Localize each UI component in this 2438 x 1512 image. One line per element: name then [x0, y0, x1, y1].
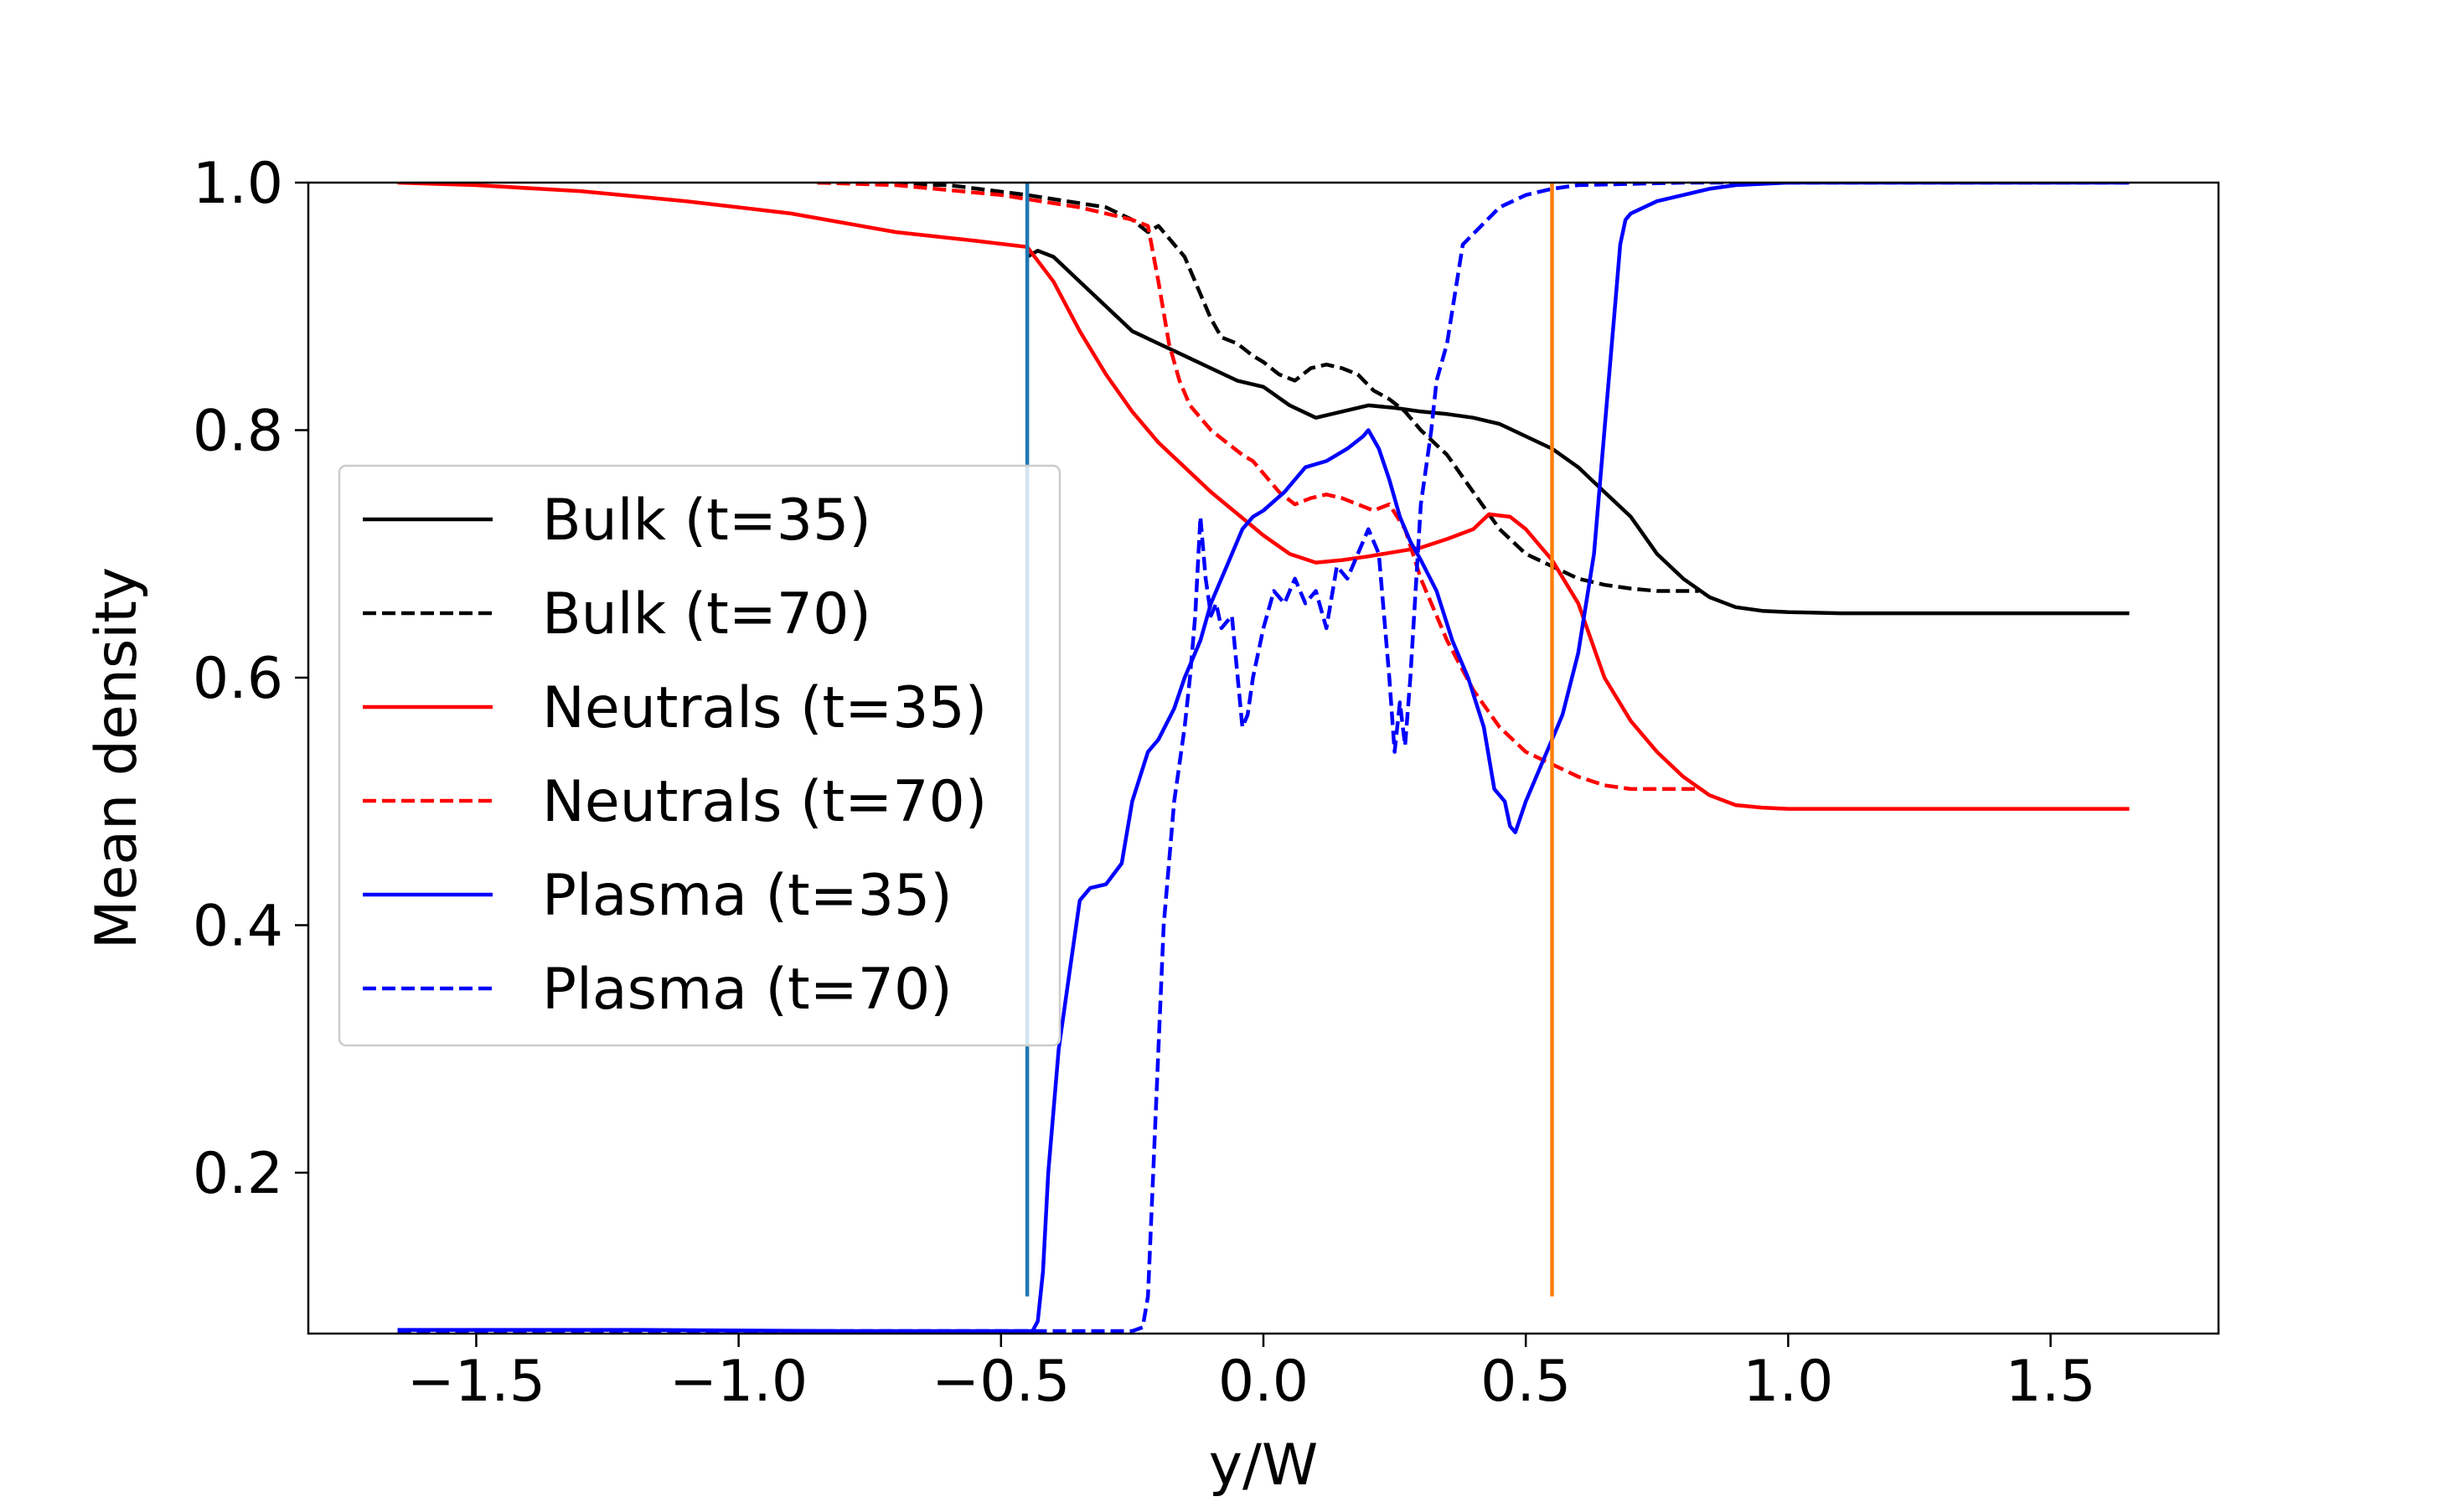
- y-tick-label: 1.0: [193, 151, 283, 217]
- series-line-5: [397, 183, 2130, 1334]
- x-tick-label: 1.0: [1743, 1349, 1833, 1415]
- x-tick-label: 0.5: [1480, 1349, 1571, 1415]
- x-tick-label: 1.5: [2005, 1349, 2095, 1415]
- x-tick-label: −1.0: [669, 1349, 808, 1415]
- legend-label: Bulk (t=70): [542, 581, 871, 648]
- y-axis-ticks: 0.2 0.4 0.6 0.8 1.0: [193, 151, 308, 1207]
- y-tick-label: 0.6: [193, 646, 283, 712]
- series-line-3: [397, 183, 2130, 811]
- y-tick-label: 0.8: [193, 398, 283, 464]
- series-line-6: [397, 183, 2130, 1334]
- legend-label: Plasma (t=70): [542, 957, 953, 1023]
- legend-label: Neutrals (t=35): [542, 675, 987, 741]
- x-axis-label: y/W: [1209, 1432, 1318, 1499]
- x-axis-ticks: −1.5 −1.0 −0.5 0.0 0.5 1.0 1.5: [407, 1334, 2096, 1415]
- series-line-1: [1025, 249, 2130, 616]
- legend-label: Plasma (t=35): [542, 863, 953, 929]
- y-tick-label: 0.4: [193, 893, 283, 959]
- x-tick-label: −0.5: [932, 1349, 1070, 1415]
- legend: Bulk (t=35) Bulk (t=70) Neutrals (t=35) Neu…: [338, 464, 1061, 1047]
- x-tick-label: −1.5: [407, 1349, 545, 1415]
- legend-box: [338, 464, 1061, 1047]
- y-axis-label: Mean density: [84, 567, 150, 949]
- legend-label: Neutrals (t=70): [542, 769, 987, 835]
- y-tick-label: 0.2: [193, 1141, 283, 1207]
- legend-label: Bulk (t=35): [542, 488, 871, 554]
- x-tick-label: 0.0: [1218, 1349, 1309, 1415]
